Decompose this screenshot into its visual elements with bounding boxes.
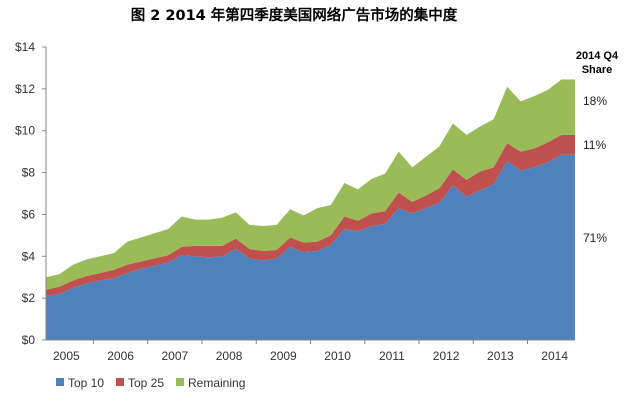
y-tick-label: $14 xyxy=(15,40,35,54)
share-remaining-label: 18% xyxy=(583,94,607,108)
x-tick-label: 2014 xyxy=(541,349,568,363)
y-tick-label: $6 xyxy=(22,207,36,221)
area-series-top-25 xyxy=(46,134,575,297)
y-axis-ticks: $0 $2 $4 $6 $8 $10 $12 $14 xyxy=(15,40,46,347)
y-tick-label: $4 xyxy=(22,249,36,263)
x-tick-label: 2012 xyxy=(433,349,460,363)
chart-title: 图 2 2014 年第四季度美国网络广告市场的集中度 xyxy=(131,6,458,24)
legend-swatch-top10 xyxy=(56,378,64,386)
y-tick-label: $12 xyxy=(15,82,35,96)
x-axis-ticks: 2005 2006 2007 2008 2009 2010 2011 2012 2013 2014 xyxy=(53,340,568,363)
y-tick-label: $2 xyxy=(22,291,36,305)
x-tick-label: 2007 xyxy=(162,349,189,363)
legend-swatch-remaining xyxy=(176,378,184,386)
y-tick-label: $8 xyxy=(22,166,36,180)
x-tick-label: 2013 xyxy=(487,349,514,363)
area-series-remaining xyxy=(46,79,575,290)
legend: Top 10 Top 25 Remaining xyxy=(56,376,245,390)
share-top25-label: 11% xyxy=(583,138,606,152)
share-header-line1: 2014 Q4 xyxy=(576,50,619,62)
share-annotation: 2014 Q4 Share 18% 11% 71% xyxy=(576,50,619,245)
y-tick-label: $0 xyxy=(22,333,36,347)
legend-label-top25: Top 25 xyxy=(128,376,164,390)
legend-swatch-top25 xyxy=(116,378,124,386)
y-tick-label: $10 xyxy=(15,124,35,138)
share-header-line2: Share xyxy=(582,64,613,76)
plot-areas xyxy=(46,79,575,340)
x-tick-label: 2010 xyxy=(324,349,351,363)
legend-label-top10: Top 10 xyxy=(68,376,104,390)
legend-label-remaining: Remaining xyxy=(188,376,245,390)
x-tick-label: 2011 xyxy=(379,349,405,363)
x-tick-label: 2006 xyxy=(107,349,134,363)
x-tick-label: 2009 xyxy=(270,349,297,363)
area-series-top-10 xyxy=(46,154,575,340)
x-tick-label: 2008 xyxy=(216,349,243,363)
x-tick-label: 2005 xyxy=(53,349,80,363)
share-top10-label: 71% xyxy=(583,231,607,245)
